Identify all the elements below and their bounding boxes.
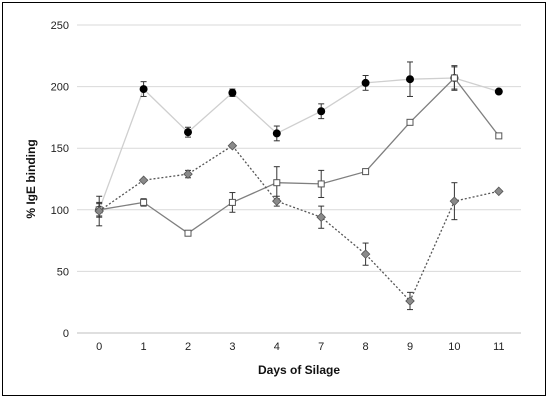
x-tick-label-9: 9 [407, 341, 413, 353]
chart-frame: 0 50 100 150 200 250 0 1 2 3 4 7 8 9 10 11 % IgE bindi… [2, 2, 546, 396]
data-point-s2-9 [406, 118, 414, 126]
series-3 [94, 140, 504, 311]
y-tick-label-0: 0 [63, 328, 69, 340]
series-2-line [99, 77, 500, 234]
grid-lines [77, 24, 521, 272]
y-tick-label-200: 200 [51, 82, 69, 94]
data-point-s2-8 [362, 168, 370, 176]
x-axis-label: Days of Silage [258, 363, 340, 377]
data-point-s3-3 [227, 140, 238, 151]
x-tick-label-2: 2 [185, 341, 191, 353]
x-tick-label-4: 4 [274, 341, 280, 353]
line-chart: 0 50 100 150 200 250 0 1 2 3 4 7 8 9 10 11 % IgE bindi… [24, 20, 521, 377]
x-tick-label-8: 8 [363, 341, 369, 353]
data-point-s3-8 [360, 249, 371, 259]
series-group [94, 61, 504, 311]
data-point-s2-7 [317, 180, 325, 188]
data-point-s3-1 [138, 175, 149, 185]
data-point-s2-4 [273, 179, 281, 187]
x-tick-label-0: 0 [96, 341, 102, 353]
x-tick-label-1: 1 [141, 341, 147, 353]
data-point-s2-2 [184, 229, 192, 237]
data-point-s3-0 [94, 206, 104, 216]
data-point-s2-10 [450, 74, 458, 82]
x-tick-label-7: 7 [318, 341, 324, 353]
x-tick-label-11: 11 [493, 341, 504, 353]
data-point-s3-7 [316, 212, 326, 222]
series-1 [95, 61, 503, 217]
data-point-s3-2 [183, 169, 193, 179]
data-point-s1-3 [228, 88, 237, 97]
data-point-s1-7 [317, 107, 326, 116]
data-point-s3-11 [494, 186, 504, 197]
x-tick-labels: 0 1 2 3 4 7 8 9 10 11 [96, 341, 504, 353]
series-3-line [98, 144, 499, 303]
x-tick-label-3: 3 [229, 341, 235, 353]
series-1-line [98, 77, 499, 211]
y-tick-label-50: 50 [57, 266, 69, 278]
data-point-s2-11 [495, 132, 503, 140]
data-point-s1-1 [139, 85, 148, 94]
x-tick-label-10: 10 [448, 341, 460, 353]
series-2 [95, 66, 503, 237]
data-point-s1-2 [183, 128, 192, 137]
y-tick-labels: 0 50 100 150 200 250 [51, 20, 69, 340]
data-point-s2-3 [228, 198, 236, 206]
y-axis-label: % IgE binding [24, 139, 38, 218]
data-point-s3-9 [405, 296, 415, 306]
data-point-s3-10 [449, 196, 460, 206]
y-tick-label-150: 150 [51, 143, 69, 155]
data-point-s3-4 [272, 196, 282, 206]
y-tick-label-100: 100 [51, 205, 69, 217]
y-tick-label-250: 250 [51, 20, 69, 32]
data-point-s1-4 [272, 129, 281, 138]
data-point-s2-1 [140, 198, 148, 206]
data-point-s1-9 [405, 75, 414, 84]
data-point-s1-8 [361, 78, 370, 87]
data-point-s1-11 [494, 87, 503, 96]
